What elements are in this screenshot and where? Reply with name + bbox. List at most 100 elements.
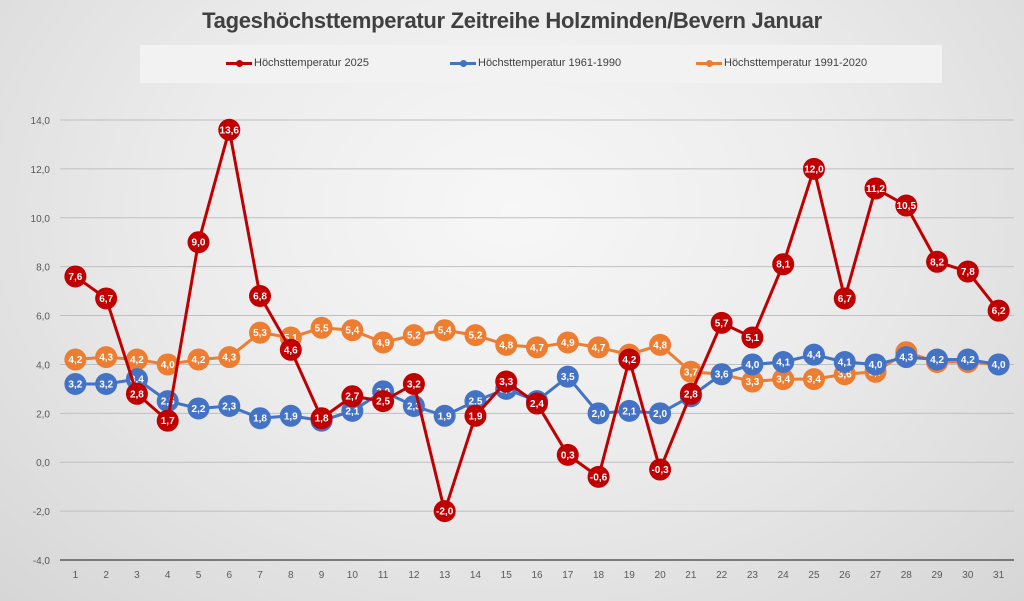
y-tick-label: 12,0 bbox=[31, 165, 51, 176]
legend: Höchsttemperatur 2025 Höchsttemperatur 1… bbox=[140, 45, 942, 83]
data-label: 4,9 bbox=[561, 338, 575, 349]
data-label: 8,2 bbox=[930, 257, 944, 268]
data-label: 3,5 bbox=[561, 372, 575, 383]
x-tick-label: 3 bbox=[134, 570, 140, 581]
data-label: 1,9 bbox=[438, 411, 452, 422]
data-point bbox=[618, 348, 641, 371]
y-tick-label: -2,0 bbox=[33, 507, 51, 518]
x-tick-label: 12 bbox=[408, 570, 420, 581]
series-2025: 7,6 6,7 2,8 1,7 9,0 13,6 6,8 4,6 1,8 2,7 2,5 3,2 -2,… bbox=[64, 118, 1010, 523]
data-label: 2,8 bbox=[684, 389, 698, 400]
data-label: 3,3 bbox=[745, 377, 759, 388]
series-1991-2020: 4,2 4,3 4,2 4,0 4,2 4,3 5,3 5,1 5,5 5,4 4,9 5,2 5,4 5… bbox=[64, 316, 1010, 393]
x-tick-label: 23 bbox=[747, 570, 759, 581]
data-point bbox=[649, 458, 672, 481]
data-point bbox=[310, 407, 333, 430]
data-label: 1,9 bbox=[284, 411, 298, 422]
data-label: 2,8 bbox=[130, 389, 144, 400]
y-tick-label: 6,0 bbox=[36, 312, 50, 323]
data-point bbox=[402, 324, 425, 347]
data-point bbox=[526, 392, 548, 415]
legend-label-2025: Höchsttemperatur 2025 bbox=[254, 57, 369, 69]
data-label: 3,6 bbox=[715, 370, 729, 381]
data-label: 5,7 bbox=[715, 318, 729, 329]
data-point bbox=[433, 404, 456, 427]
y-axis: -4,0 -2,0 0,0 2,0 4,0 6,0 8,0 10,0 12,0 14,0 bbox=[31, 116, 51, 567]
y-tick-label: 0,0 bbox=[36, 458, 50, 469]
x-axis: 1 2 3 4 5 6 7 8 9 10 11 12 13 14 15 16 17 18 19 20 21 22 23 24 2… bbox=[73, 570, 1005, 581]
x-tick-label: 26 bbox=[839, 570, 851, 581]
x-tick-label: 9 bbox=[319, 570, 325, 581]
data-point bbox=[95, 346, 118, 369]
data-label: 2,5 bbox=[161, 397, 175, 408]
legend-marker-1961-1990 bbox=[450, 57, 476, 69]
x-tick-label: 14 bbox=[470, 570, 482, 581]
data-label: 10,5 bbox=[897, 201, 917, 212]
data-point bbox=[125, 382, 148, 405]
data-label: 4,3 bbox=[222, 353, 236, 364]
x-tick-label: 22 bbox=[716, 570, 728, 581]
data-point bbox=[495, 333, 518, 356]
data-label: 6,7 bbox=[99, 294, 113, 305]
x-tick-label: 25 bbox=[808, 570, 820, 581]
data-point bbox=[833, 351, 856, 373]
legend-marker-2025 bbox=[226, 57, 252, 69]
data-point bbox=[864, 353, 887, 376]
data-label: 4,2 bbox=[68, 355, 82, 366]
x-tick-label: 24 bbox=[778, 570, 790, 581]
data-point bbox=[833, 287, 856, 310]
data-point bbox=[95, 287, 118, 310]
data-point bbox=[341, 385, 364, 408]
data-label: 5,4 bbox=[345, 326, 359, 337]
data-point bbox=[218, 346, 241, 369]
data-label: 4,4 bbox=[807, 350, 821, 361]
x-tick-label: 21 bbox=[685, 570, 697, 581]
x-tick-label: 16 bbox=[531, 570, 543, 581]
data-point bbox=[926, 348, 949, 371]
x-tick-label: 5 bbox=[196, 570, 202, 581]
x-tick-label: 27 bbox=[870, 570, 882, 581]
series-line-2025 bbox=[74, 128, 1000, 513]
chart-title: Tageshöchsttemperatur Zeitreihe Holzmind… bbox=[202, 8, 822, 33]
data-point bbox=[495, 370, 518, 393]
data-label: 4,2 bbox=[130, 355, 144, 366]
data-point bbox=[64, 373, 87, 395]
data-label: 2,2 bbox=[192, 404, 206, 415]
data-label: 5,2 bbox=[468, 331, 482, 342]
x-tick-label: 20 bbox=[655, 570, 667, 581]
data-point bbox=[618, 399, 641, 422]
x-tick-label: 17 bbox=[562, 570, 574, 581]
data-label: 3,4 bbox=[807, 375, 821, 386]
y-tick-label: 14,0 bbox=[31, 116, 51, 127]
data-label: -0,6 bbox=[590, 472, 608, 483]
data-label: 1,8 bbox=[253, 414, 267, 425]
data-label: 5,4 bbox=[438, 326, 452, 337]
y-tick-label: 8,0 bbox=[36, 263, 50, 274]
x-tick-label: 31 bbox=[993, 570, 1005, 581]
data-point bbox=[679, 382, 702, 405]
data-point bbox=[895, 194, 918, 217]
data-point bbox=[156, 353, 179, 376]
x-tick-label: 1 bbox=[73, 570, 79, 581]
data-label: 12,0 bbox=[804, 164, 824, 175]
data-point bbox=[772, 253, 795, 276]
data-label: 4,0 bbox=[161, 360, 175, 371]
data-label: 3,2 bbox=[68, 380, 82, 391]
data-point bbox=[956, 348, 979, 371]
data-point bbox=[341, 319, 364, 342]
data-label: 3,7 bbox=[684, 367, 698, 378]
data-label: 13,6 bbox=[220, 125, 240, 136]
data-label: 4,3 bbox=[899, 353, 913, 364]
data-point bbox=[464, 324, 487, 347]
data-label: 4,0 bbox=[869, 360, 883, 371]
data-label: 4,1 bbox=[838, 358, 852, 369]
data-point bbox=[710, 363, 733, 386]
legend-item-1961-1990: Höchsttemperatur 1961-1990 bbox=[450, 57, 621, 69]
data-point bbox=[802, 368, 825, 391]
data-point bbox=[956, 260, 979, 283]
legend-item-1991-2020: Höchsttemperatur 1991-2020 bbox=[696, 57, 867, 69]
x-tick-label: 8 bbox=[288, 570, 294, 581]
data-point bbox=[218, 395, 241, 417]
data-label: 3,4 bbox=[776, 375, 790, 386]
